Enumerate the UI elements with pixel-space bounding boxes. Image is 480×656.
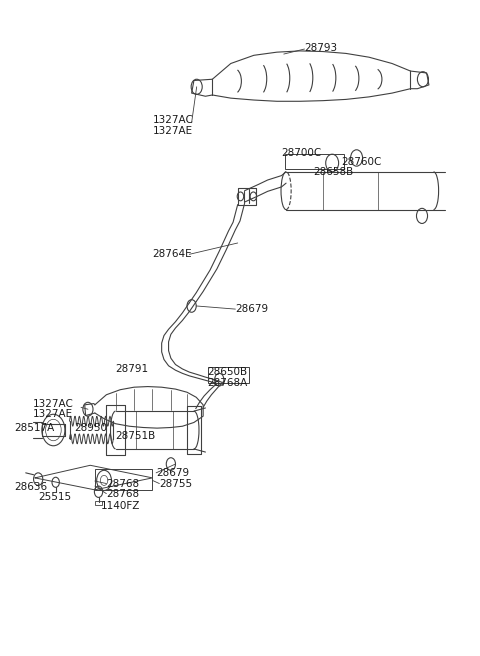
Text: 28636: 28636 xyxy=(14,482,48,492)
Text: 1327AE: 1327AE xyxy=(153,126,192,136)
Text: 28679: 28679 xyxy=(156,468,189,478)
Text: 28768: 28768 xyxy=(107,489,140,499)
Text: 28793: 28793 xyxy=(304,43,337,52)
Bar xyxy=(95,469,153,490)
Text: 28764E: 28764E xyxy=(153,249,192,259)
Text: 28517A: 28517A xyxy=(14,423,54,433)
Text: 1327AE: 1327AE xyxy=(33,409,73,419)
Text: 28755: 28755 xyxy=(159,478,192,489)
Text: 1140FZ: 1140FZ xyxy=(101,501,140,510)
Text: 28679: 28679 xyxy=(235,304,268,314)
Text: 28658B: 28658B xyxy=(314,167,354,178)
Bar xyxy=(285,154,344,169)
Text: 28950: 28950 xyxy=(74,423,107,433)
Text: 28650B: 28650B xyxy=(208,367,248,377)
Text: 28760C: 28760C xyxy=(341,157,382,167)
Text: 28768: 28768 xyxy=(107,478,140,489)
Text: 28700C: 28700C xyxy=(281,148,322,158)
Text: 1327AC: 1327AC xyxy=(33,399,73,409)
Text: 25515: 25515 xyxy=(38,493,72,502)
Bar xyxy=(96,501,102,505)
Text: 28791: 28791 xyxy=(116,364,149,374)
Text: 1327AC: 1327AC xyxy=(153,115,193,125)
Bar xyxy=(208,367,249,383)
Text: 28768A: 28768A xyxy=(208,378,248,388)
Text: 28751B: 28751B xyxy=(116,431,156,441)
